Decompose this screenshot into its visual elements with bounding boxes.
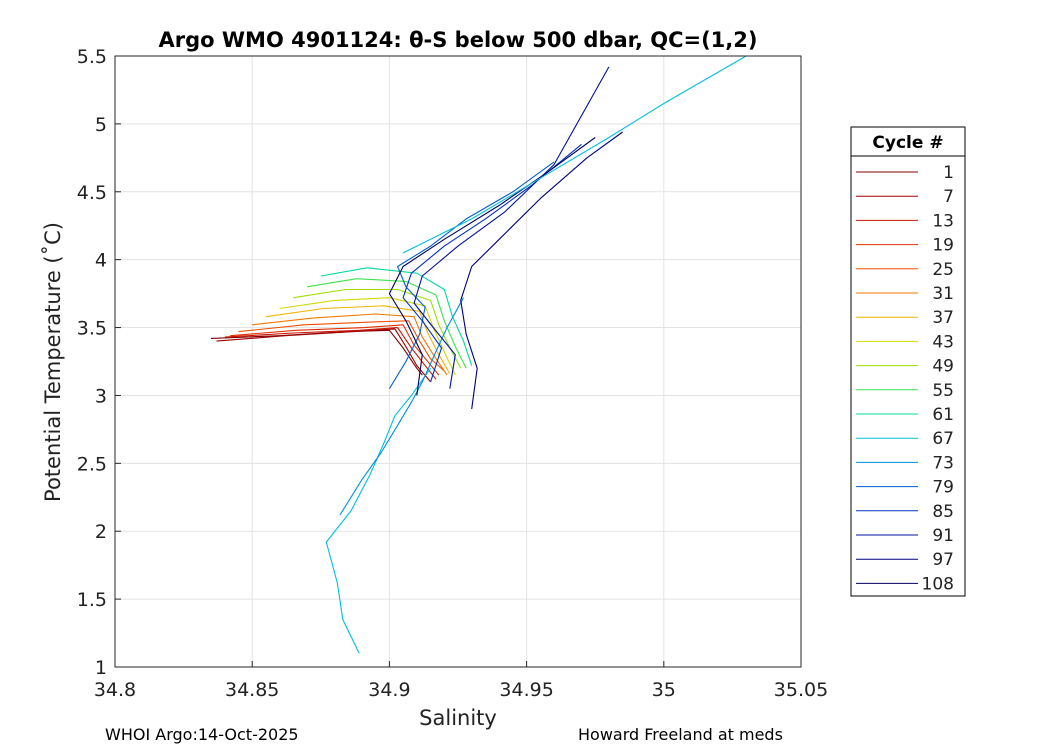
chart-title: Argo WMO 4901124: θ-S below 500 dbar, QC… [159,28,758,52]
series-line-cycle-85 [402,143,582,383]
legend-label: 49 [932,357,954,377]
series-line-cycle-43 [279,297,456,376]
legend-label: 67 [932,429,954,449]
series-line-cycle-73 [339,297,464,516]
legend: Cycle # 1 7 13 19 25 31 37 43 49 55 61 67 73 79 85 91 97… [850,126,966,597]
series-line-cycle-67 [325,367,432,654]
series-line-cycle-61 [320,267,473,366]
series-line-cycle-97 [460,131,623,410]
legend-label: 43 [932,332,954,352]
footer-left-note: WHOI Argo:14-Oct-2025 [105,725,299,744]
legend-box [850,126,966,597]
legend-items: 1 7 13 19 25 31 37 43 49 55 61 67 73 79 85 91 97 108 [856,163,954,594]
legend-label: 31 [932,284,954,304]
series-line-cycle-13 [224,327,437,380]
y-tick-label: 4.5 [77,182,107,204]
legend-label: 19 [932,236,954,256]
legend-label: 73 [932,453,954,473]
x-tick-label: 34.85 [225,679,279,701]
legend-label: 1 [943,163,954,183]
x-tick-label: 34.9 [368,679,410,701]
legend-label: 37 [932,308,954,328]
x-tick-label: 34.95 [499,679,553,701]
y-tick-label: 5 [95,114,107,136]
series-line-cycle-79 [388,161,555,389]
y-tick-label: 2 [95,521,107,543]
series-group [210,56,747,654]
series-line-cycle-25 [238,320,445,372]
series-line-cycle-55 [307,278,467,369]
y-tick-label: 1 [95,657,107,679]
legend-label: 91 [932,526,954,546]
axis-ticks: 34.8 34.85 34.9 34.95 35 35.05 1 1.5 2 2.5 3 3.5 4 4.… [77,46,828,701]
plot-area [115,56,801,667]
footer-right-note: Howard Freeland at meds [578,725,783,744]
y-tick-label: 5.5 [77,46,107,68]
legend-label: 79 [932,478,954,498]
series-line-cycle-31 [252,313,448,376]
y-tick-label: 2.5 [77,453,107,475]
legend-label: 7 [943,187,954,207]
series-line-cycle-19 [230,324,440,376]
y-tick-label: 3.5 [77,318,107,340]
x-tick-label: 34.8 [94,679,136,701]
y-tick-label: 1.5 [77,589,107,611]
series-line-cycle-7 [216,328,432,383]
legend-label: 13 [932,211,954,231]
legend-label: 25 [932,260,954,280]
y-tick-label: 3 [95,385,107,407]
legend-label: 55 [932,381,954,401]
x-tick-label: 35 [652,679,676,701]
legend-label: 108 [922,574,954,594]
x-tick-label: 35.05 [774,679,828,701]
x-axis-label: Salinity [419,706,497,730]
legend-label: 61 [932,405,954,425]
legend-label: 97 [932,550,954,570]
plot-frame [114,55,802,668]
y-axis-label: Potential Temperature (˚C) [41,222,65,502]
series-line-cycle-extra-18 [402,56,747,254]
y-tick-label: 4 [95,250,107,272]
legend-label: 85 [932,502,954,522]
legend-title: Cycle # [872,133,943,153]
